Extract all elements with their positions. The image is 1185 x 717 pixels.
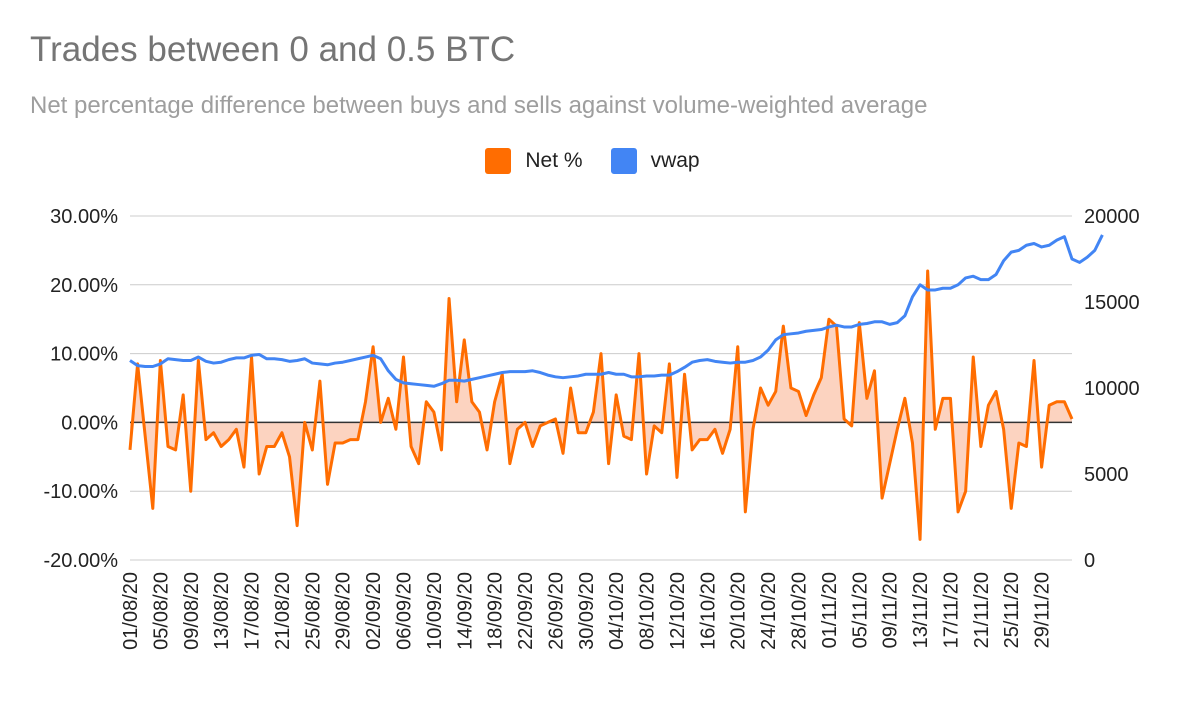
chart-subtitle: Net percentage difference between buys a… xyxy=(30,92,928,119)
y-axis-right: 20000 15000 10000 5000 0 xyxy=(1084,206,1140,572)
x-tick-label: 05/08/20 xyxy=(150,572,172,650)
series-line-net[interactable] xyxy=(128,269,1074,541)
x-tick-label: 20/10/20 xyxy=(728,572,750,650)
x-tick-label: 10/09/20 xyxy=(424,572,446,650)
legend-swatch-net xyxy=(485,148,512,174)
x-tick-label: 04/10/20 xyxy=(606,572,628,650)
y-left-tick-label: 20.00% xyxy=(50,275,118,297)
y-axis-left: 30.00% 20.00% 10.00% 0.00% -10.00% -20.00% xyxy=(44,206,119,572)
y-right-tick-label: 10000 xyxy=(1084,378,1140,400)
y-left-tick-label: 10.00% xyxy=(50,344,118,366)
x-tick-label: 16/10/20 xyxy=(697,572,719,650)
x-tick-label: 01/08/20 xyxy=(120,572,142,650)
y-right-tick-label: 15000 xyxy=(1084,292,1140,314)
x-tick-label: 24/10/20 xyxy=(758,572,780,650)
x-tick-label: 14/09/20 xyxy=(454,572,476,650)
x-tick-label: 13/11/20 xyxy=(910,572,932,648)
legend-swatch-vwap xyxy=(610,148,637,174)
y-right-tick-label: 20000 xyxy=(1084,206,1140,228)
y-right-tick-label: 5000 xyxy=(1084,464,1129,486)
x-tick-label: 29/11/20 xyxy=(1032,572,1054,648)
x-tick-label: 09/08/20 xyxy=(181,572,203,650)
x-tick-label: 18/09/20 xyxy=(485,572,507,650)
y-left-tick-label: 0.00% xyxy=(61,412,118,434)
y-right-tick-label: 0 xyxy=(1084,550,1095,572)
series-line-vwap[interactable] xyxy=(129,234,1104,388)
x-tick-label: 26/09/20 xyxy=(545,572,567,650)
x-tick-label: 12/10/20 xyxy=(667,572,689,650)
legend-item-net[interactable]: Net % xyxy=(485,148,583,174)
y-left-tick-label: -10.00% xyxy=(44,481,119,503)
x-tick-label: 09/11/20 xyxy=(880,572,902,648)
x-tick-label: 02/09/20 xyxy=(363,572,385,650)
x-tick-label: 22/09/20 xyxy=(515,572,537,650)
x-tick-label: 17/08/20 xyxy=(242,572,264,650)
y-left-tick-label: -20.00% xyxy=(44,550,119,572)
x-tick-label: 05/11/20 xyxy=(849,572,871,648)
x-tick-label: 25/11/20 xyxy=(1001,572,1023,648)
legend: Net % vwap xyxy=(0,148,1185,174)
x-tick-label: 21/08/20 xyxy=(272,572,294,650)
x-tick-label: 25/08/20 xyxy=(302,572,324,650)
y-left-tick-label: 30.00% xyxy=(50,206,118,228)
x-tick-label: 08/10/20 xyxy=(637,572,659,650)
x-tick-label: 28/10/20 xyxy=(789,572,811,650)
legend-label-net: Net % xyxy=(525,149,583,172)
x-tick-label: 01/11/20 xyxy=(819,572,841,648)
x-tick-label: 06/09/20 xyxy=(393,572,415,650)
x-tick-label: 29/08/20 xyxy=(333,572,355,650)
x-tick-label: 17/11/20 xyxy=(940,572,962,648)
series-lines xyxy=(128,234,1104,541)
x-tick-label: 13/08/20 xyxy=(211,572,233,650)
legend-label-vwap: vwap xyxy=(650,149,700,172)
x-tick-label: 21/11/20 xyxy=(971,572,993,648)
legend-item-vwap[interactable]: vwap xyxy=(610,148,700,174)
x-tick-label: 30/09/20 xyxy=(576,572,598,650)
x-axis: 01/08/20 05/08/20 09/08/20 13/08/20 17/08/20… xyxy=(120,572,1054,650)
chart-title: Trades between 0 and 0.5 BTC xyxy=(30,30,516,69)
